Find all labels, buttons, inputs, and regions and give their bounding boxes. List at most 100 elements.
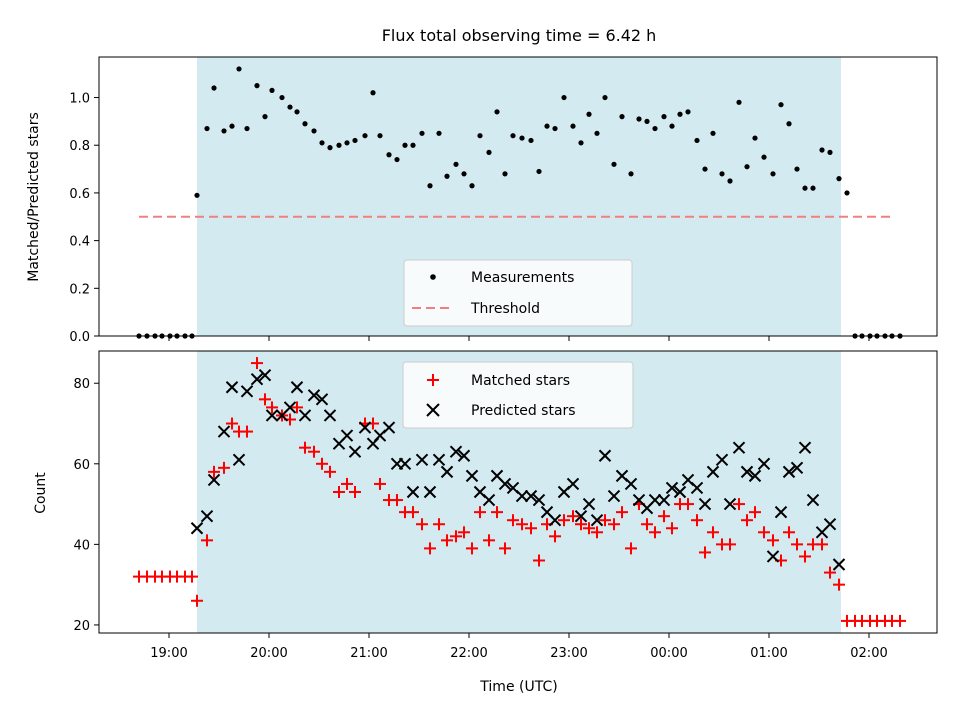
x-bar <box>465 469 479 483</box>
x-tick-label: 01:00 <box>750 646 787 661</box>
x-bar <box>482 493 496 507</box>
x-bar <box>798 441 812 454</box>
measurement-point <box>279 94 285 101</box>
top-y-ticks: 0.0 0.2 0.4 0.6 0.8 1.0 <box>69 92 99 345</box>
measurement-point <box>402 142 408 148</box>
predicted-star-point <box>290 381 304 394</box>
x-tick-label: 02:00 <box>850 646 887 661</box>
x-bar <box>232 453 246 466</box>
x-bar <box>524 489 538 503</box>
predicted-star-point <box>566 477 580 491</box>
matched-star-point <box>374 477 386 490</box>
matched-star-point <box>575 518 587 531</box>
y-tick-label: 80 <box>73 377 90 392</box>
matched-star-point <box>525 522 537 535</box>
matched-star-point <box>491 506 503 519</box>
x-tick-label: 00:00 <box>650 646 687 661</box>
matched-star-point <box>218 461 230 474</box>
matched-star-point <box>226 417 238 430</box>
measurement-point <box>594 130 600 136</box>
y-tick-label: 60 <box>73 458 90 473</box>
bottom-y-ticks: 20 40 60 80 <box>73 377 99 634</box>
x-tick-label: 19:00 <box>150 646 187 661</box>
measurement-point <box>644 118 650 124</box>
measurement-point <box>628 171 634 177</box>
matched-star-point <box>424 542 436 555</box>
predicted-stars-legend-marker <box>426 403 440 417</box>
x-bar <box>598 449 612 462</box>
predicted-star-point <box>340 429 354 442</box>
x-bar <box>698 497 712 511</box>
bottom-y-axis-label: Count <box>33 472 49 514</box>
measurement-point <box>570 123 576 129</box>
predicted-star-point <box>723 497 737 511</box>
matched-star-point <box>649 526 661 539</box>
predicted-star-point <box>232 453 246 466</box>
x-bar <box>673 485 687 499</box>
measurement-point <box>752 135 758 141</box>
x-bar <box>415 453 429 466</box>
top-axes-frame <box>98 56 938 337</box>
predicted-star-point <box>382 421 396 434</box>
measurement-point <box>194 192 200 198</box>
measurement-point <box>619 114 625 120</box>
measurement-point <box>561 94 567 101</box>
predicted-star-point <box>740 465 754 479</box>
measurement-point <box>810 185 816 191</box>
measurement-point <box>510 133 516 139</box>
matched-star-point <box>799 550 811 563</box>
matched-star-point <box>416 518 428 531</box>
predicted-star-point <box>307 389 321 402</box>
predicted-star-point <box>798 441 812 454</box>
predicted-star-point <box>432 453 446 466</box>
matched-star-point <box>308 445 320 458</box>
measurement-point <box>502 171 508 177</box>
matched-star-point <box>259 393 271 406</box>
predicted-star-point <box>524 489 538 503</box>
predicted-star-point <box>348 445 362 458</box>
predicted-star-point <box>315 393 329 406</box>
predicted-star-point <box>265 409 279 422</box>
predicted-star-point <box>498 477 512 491</box>
measurement-point <box>254 83 260 89</box>
measurement-point <box>410 142 416 148</box>
predicted-star-point <box>200 509 214 523</box>
x-bar <box>382 421 396 434</box>
predicted-star-point <box>515 489 529 503</box>
measurement-point <box>444 173 450 179</box>
predicted-star-point <box>657 493 671 507</box>
measurement-point <box>786 121 792 127</box>
x-bar <box>790 461 804 475</box>
measurement-point <box>494 109 500 115</box>
x-bar <box>806 493 820 507</box>
matched-star-point <box>266 401 278 414</box>
top-x-ticks <box>168 336 870 341</box>
matched-star-point <box>567 510 579 523</box>
measurement-point <box>702 166 708 172</box>
matched-star-point <box>691 514 703 527</box>
measurement-point <box>377 133 383 139</box>
x-bar <box>490 469 504 483</box>
x-bar <box>823 518 837 531</box>
measurement-point <box>528 137 534 144</box>
x-bar <box>298 409 312 422</box>
predicted-star-point <box>648 493 662 507</box>
x-bar <box>740 465 754 479</box>
x-bar <box>774 505 788 519</box>
matched-star-point <box>299 441 311 454</box>
measurement-point <box>770 171 776 177</box>
matched-star-point <box>349 486 361 498</box>
matched-star-point <box>816 538 828 551</box>
matched-star-point <box>316 457 328 470</box>
matched-star-point <box>391 494 403 507</box>
predicted-star-point <box>574 509 588 523</box>
matched-star-point <box>441 534 453 547</box>
x-bar <box>207 473 221 487</box>
measurement-point <box>661 114 667 120</box>
measurement-point <box>262 114 268 120</box>
x-bar <box>590 513 604 527</box>
x-bar <box>624 477 638 491</box>
predicted-star-point <box>283 401 297 414</box>
measurement-point <box>302 121 308 127</box>
